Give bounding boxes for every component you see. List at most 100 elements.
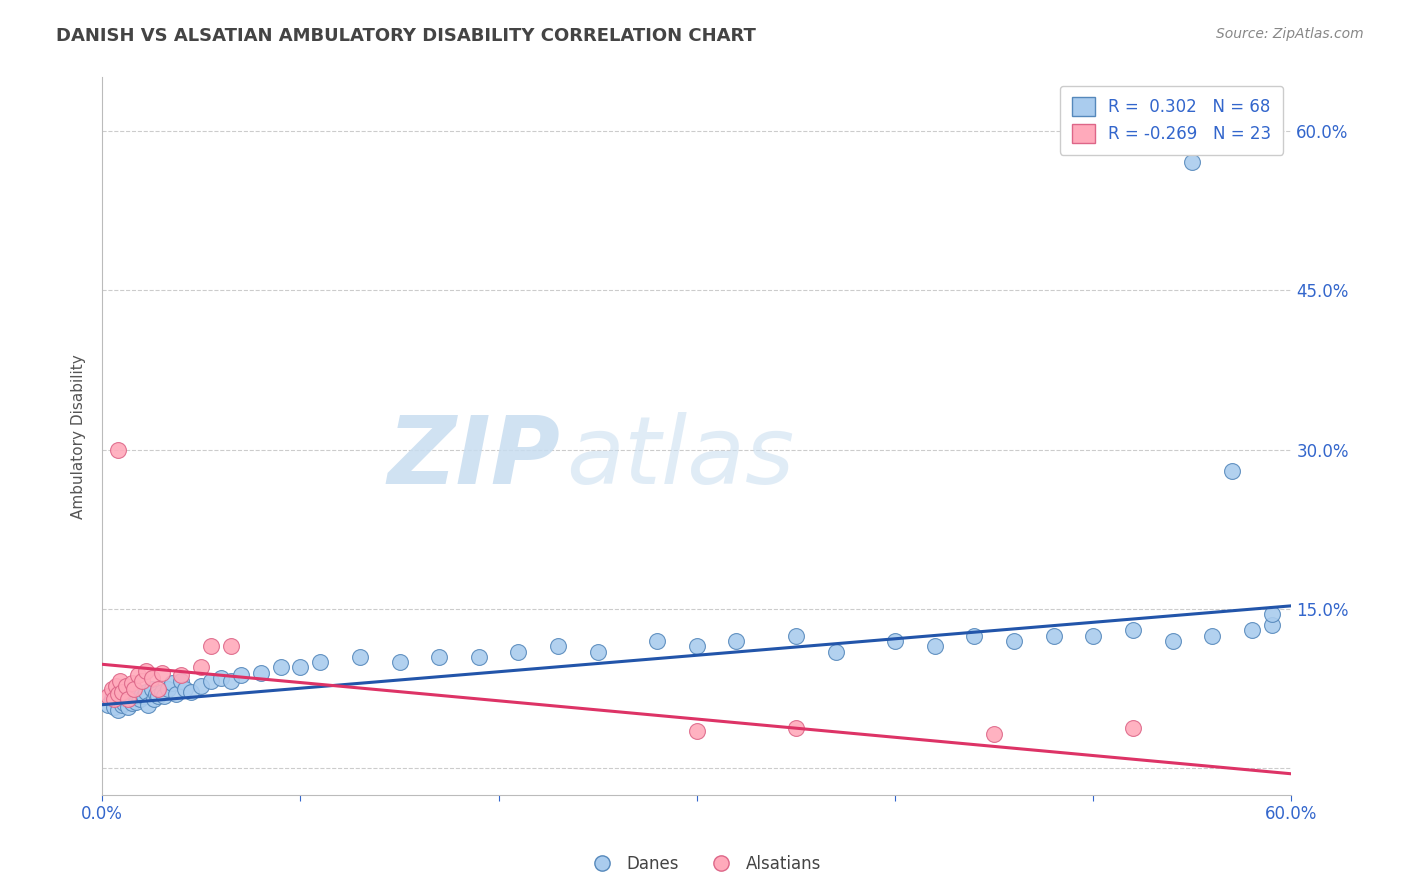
Point — [290, 660, 312, 674]
Point — [1181, 155, 1204, 169]
Point — [121, 689, 143, 703]
Point — [200, 639, 222, 653]
Point — [725, 634, 748, 648]
Point — [785, 629, 807, 643]
Point — [156, 681, 179, 696]
Point — [141, 681, 163, 696]
Point — [160, 676, 183, 690]
Point — [111, 698, 134, 712]
Text: DANISH VS ALSATIAN AMBULATORY DISABILITY CORRELATION CHART: DANISH VS ALSATIAN AMBULATORY DISABILITY… — [56, 27, 756, 45]
Legend: Danes, Alsatians: Danes, Alsatians — [578, 848, 828, 880]
Point — [132, 689, 155, 703]
Point — [112, 696, 135, 710]
Point — [103, 692, 125, 706]
Point — [105, 679, 128, 693]
Point — [586, 644, 609, 658]
Point — [170, 668, 193, 682]
Point — [115, 692, 138, 706]
Point — [165, 687, 187, 701]
Point — [686, 724, 709, 739]
Point — [547, 639, 569, 653]
Point — [1161, 634, 1184, 648]
Point — [209, 671, 232, 685]
Point — [963, 629, 986, 643]
Point — [107, 687, 129, 701]
Point — [101, 692, 124, 706]
Point — [117, 699, 139, 714]
Point — [219, 674, 242, 689]
Point — [122, 687, 145, 701]
Point — [1042, 629, 1064, 643]
Point — [174, 681, 197, 696]
Point — [136, 698, 159, 712]
Point — [1122, 624, 1144, 638]
Point — [105, 689, 128, 703]
Point — [152, 689, 174, 703]
Point — [219, 639, 242, 653]
Point — [131, 674, 153, 689]
Point — [127, 689, 149, 703]
Point — [128, 692, 150, 706]
Point — [427, 649, 450, 664]
Point — [150, 665, 173, 680]
Point — [111, 685, 134, 699]
Point — [131, 687, 153, 701]
Point — [146, 689, 169, 703]
Point — [1201, 629, 1223, 643]
Point — [103, 699, 125, 714]
Point — [249, 665, 271, 680]
Point — [190, 660, 212, 674]
Point — [107, 703, 129, 717]
Point — [108, 685, 131, 699]
Point — [108, 674, 131, 689]
Text: ZIP: ZIP — [387, 412, 560, 504]
Point — [309, 655, 332, 669]
Point — [170, 674, 193, 689]
Point — [924, 639, 946, 653]
Point — [127, 668, 149, 682]
Point — [180, 685, 202, 699]
Point — [270, 660, 292, 674]
Point — [111, 687, 134, 701]
Point — [117, 692, 139, 706]
Point — [686, 639, 709, 653]
Point — [1240, 624, 1263, 638]
Point — [200, 674, 222, 689]
Point — [190, 679, 212, 693]
Point — [121, 696, 143, 710]
Point — [349, 649, 371, 664]
Point — [125, 694, 148, 708]
Point — [983, 727, 1005, 741]
Point — [785, 721, 807, 735]
Text: atlas: atlas — [567, 412, 794, 503]
Point — [824, 644, 846, 658]
Point — [146, 681, 169, 696]
Point — [150, 685, 173, 699]
Point — [135, 664, 157, 678]
Point — [468, 649, 491, 664]
Point — [1260, 618, 1282, 632]
Point — [115, 679, 138, 693]
Point — [1260, 607, 1282, 622]
Point — [97, 698, 120, 712]
Text: Source: ZipAtlas.com: Source: ZipAtlas.com — [1216, 27, 1364, 41]
Legend: R =  0.302   N = 68, R = -0.269   N = 23: R = 0.302 N = 68, R = -0.269 N = 23 — [1060, 86, 1284, 155]
Point — [145, 687, 167, 701]
Point — [645, 634, 668, 648]
Point — [1083, 629, 1105, 643]
Point — [1122, 721, 1144, 735]
Y-axis label: Ambulatory Disability: Ambulatory Disability — [72, 354, 86, 518]
Point — [101, 681, 124, 696]
Point — [141, 671, 163, 685]
Point — [229, 668, 252, 682]
Point — [121, 676, 143, 690]
Point — [1220, 464, 1243, 478]
Point — [135, 685, 157, 699]
Point — [508, 644, 530, 658]
Point — [1002, 634, 1025, 648]
Point — [97, 689, 120, 703]
Point — [107, 442, 129, 457]
Point — [142, 692, 165, 706]
Point — [388, 655, 411, 669]
Point — [122, 681, 145, 696]
